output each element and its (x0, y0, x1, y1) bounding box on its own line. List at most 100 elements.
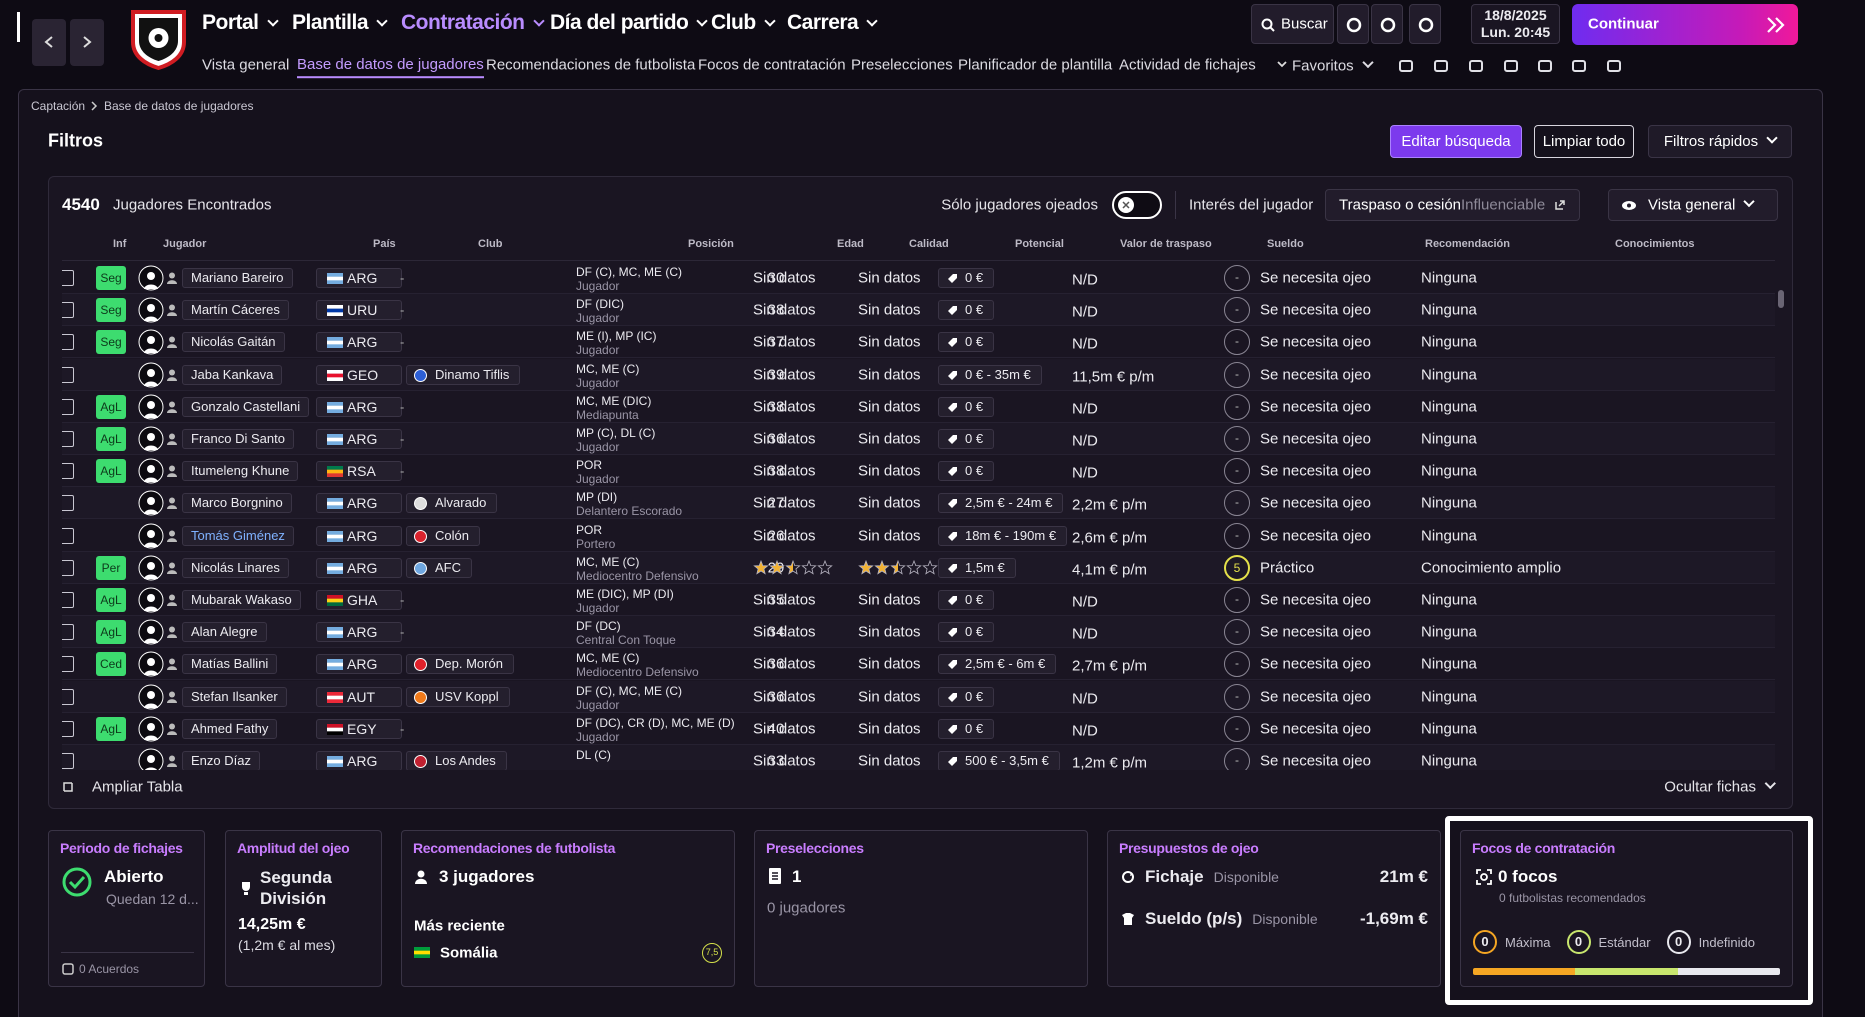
player-row[interactable]: Seg Martín Cáceres URU - DF (DIC) Jugador 38 Si… (62, 294, 1775, 327)
summary-card[interactable]: Periodo de fichajes Abierto Quedan 12 d...… (48, 830, 205, 987)
icon-button[interactable] (1409, 4, 1441, 44)
row-checkbox[interactable] (62, 656, 74, 673)
column-header[interactable]: Inf (113, 238, 127, 250)
player-name[interactable]: Martín Cáceres (182, 300, 289, 321)
sub-menu-item[interactable]: Preselecciones (851, 56, 953, 74)
player-name[interactable]: Mubarak Wakaso (182, 590, 301, 610)
summary-card[interactable]: Amplitud del ojeo Segunda División 14,25m … (225, 830, 382, 987)
column-header[interactable]: Recomendación (1425, 238, 1510, 250)
player-name[interactable]: Itumeleng Khune (182, 461, 299, 482)
club-badge[interactable]: AFC (406, 557, 472, 578)
row-checkbox[interactable] (62, 431, 74, 447)
tool-icon[interactable] (1571, 59, 1587, 73)
column-header[interactable]: Club (478, 238, 503, 250)
main-menu-item[interactable]: Club (711, 11, 774, 35)
interest-select[interactable]: Traspaso o cesión Influenciable (1325, 189, 1580, 221)
summary-card[interactable]: Focos de contratación 0 focos 0 futbolista… (1460, 830, 1793, 987)
tool-icon[interactable] (1433, 59, 1449, 73)
column-header[interactable]: Valor de traspaso (1120, 238, 1212, 250)
player-name[interactable]: Stefan Ilsanker (182, 686, 287, 707)
sub-menu-item[interactable]: Planificador de plantilla (958, 56, 1113, 74)
row-checkbox[interactable] (62, 624, 74, 641)
main-menu-item[interactable]: Portal (202, 11, 277, 35)
forward-button[interactable] (70, 19, 104, 66)
row-checkbox[interactable] (62, 592, 74, 608)
player-row[interactable]: Stefan Ilsanker AUT USV Koppl DF (C), MC, M… (62, 680, 1775, 713)
player-name[interactable]: Mariano Bareiro (182, 268, 293, 288)
row-checkbox[interactable] (62, 495, 74, 512)
main-menu-item[interactable]: Día del partido (550, 11, 706, 35)
player-name[interactable]: Nicolás Linares (182, 557, 289, 578)
expand-table[interactable]: Ampliar Tabla (92, 778, 183, 796)
row-checkbox[interactable] (62, 753, 74, 769)
column-header[interactable]: Sueldo (1267, 238, 1304, 250)
club-badge[interactable]: Dep. Morón (406, 654, 514, 675)
player-name[interactable]: Marco Borgnino (182, 493, 292, 514)
player-name[interactable]: Matías Ballini (182, 654, 278, 675)
column-header[interactable]: País (373, 238, 396, 250)
scouted-toggle[interactable] (1112, 191, 1162, 219)
row-checkbox[interactable] (62, 366, 74, 383)
row-checkbox[interactable] (62, 302, 74, 319)
player-name[interactable]: Enzo Díaz (182, 751, 260, 770)
club-badge[interactable]: Alvarado (406, 493, 498, 514)
favorites-menu[interactable]: Favoritos (1292, 58, 1372, 75)
player-name[interactable]: Nicolás Gaitán (182, 332, 285, 353)
player-name[interactable]: Franco Di Santo (182, 429, 294, 449)
sub-menu-item[interactable]: Vista general (202, 56, 290, 74)
filter-button[interactable]: Filtros rápidos (1648, 125, 1792, 158)
row-checkbox[interactable] (62, 398, 74, 415)
view-select[interactable]: Vista general (1608, 189, 1778, 221)
row-checkbox[interactable] (62, 720, 74, 737)
club-badge[interactable]: Colón (406, 525, 480, 546)
icon-button[interactable] (1337, 4, 1369, 44)
hide-cards[interactable]: Ocultar fichas (1664, 779, 1774, 796)
row-checkbox[interactable] (62, 334, 74, 351)
player-row[interactable]: Tomás Giménez ARG Colón POR Portero 26 Sin dat… (62, 520, 1775, 552)
club-badge[interactable]: Dinamo Tiflis (406, 364, 521, 385)
player-name[interactable]: Jaba Kankava (182, 364, 283, 385)
player-row[interactable]: AgL Gonzalo Castellani ARG - MC, ME (DIC) Med… (62, 391, 1775, 423)
main-menu-item[interactable]: Contratación (401, 11, 543, 35)
filter-button[interactable]: Editar búsqueda (1390, 125, 1522, 158)
summary-card[interactable]: Preselecciones 1 0 jugadores (754, 830, 1088, 987)
column-header[interactable]: Conocimientos (1615, 238, 1695, 250)
summary-card[interactable]: Presupuestos de ojeo Fichaje Disponible 21m… (1107, 830, 1441, 987)
search-button[interactable]: Buscar (1251, 4, 1334, 44)
player-row[interactable]: Marco Borgnino ARG Alvarado MP (DI) Delanter… (62, 487, 1775, 520)
player-row[interactable]: Per Nicolás Linares ARG AFC MC, ME (C) Medioc… (62, 551, 1775, 584)
player-row[interactable]: AgL Ahmed Fathy EGY - DF (DC), CR (D), MC, M… (62, 713, 1775, 745)
player-name[interactable]: Tomás Giménez (182, 525, 294, 546)
player-row[interactable]: AgL Mubarak Wakaso GHA - ME (DIC), MP (DI) Ju… (62, 584, 1775, 616)
column-header[interactable]: Edad (837, 238, 864, 250)
club-badge[interactable]: Los Andes (406, 751, 507, 770)
tool-icon[interactable] (1503, 59, 1519, 73)
icon-button[interactable] (1371, 4, 1403, 44)
sub-menu-item[interactable]: Recomendaciones de futbolista (486, 56, 696, 74)
player-name[interactable]: Ahmed Fathy (182, 718, 278, 739)
sub-menu-item[interactable]: Focos de contratación (698, 56, 846, 74)
tool-icon[interactable] (1537, 59, 1553, 73)
row-checkbox[interactable] (62, 559, 74, 576)
back-button[interactable] (32, 19, 66, 66)
tool-icon[interactable] (1468, 59, 1484, 73)
column-header[interactable]: Jugador (163, 238, 207, 250)
row-checkbox[interactable] (62, 463, 74, 480)
main-menu-item[interactable]: Plantilla (292, 11, 386, 35)
player-row[interactable]: AgL Alan Alegre ARG - DF (DC) Central Con Toq… (62, 616, 1775, 649)
row-checkbox[interactable] (62, 270, 74, 286)
club-badge[interactable]: USV Koppl (406, 686, 510, 707)
tool-icon[interactable] (1398, 59, 1414, 73)
column-header[interactable]: Calidad (909, 238, 949, 250)
player-name[interactable]: Alan Alegre (182, 622, 267, 643)
sub-menu-item[interactable]: Actividad de fichajes (1119, 56, 1256, 74)
player-row[interactable]: AgL Itumeleng Khune RSA - POR Jugador 38 Sin da… (62, 455, 1775, 488)
sub-menu-item[interactable]: Base de datos de jugadores (297, 56, 484, 79)
breadcrumb-item[interactable]: Captación (31, 99, 86, 113)
player-row[interactable]: Seg Nicolás Gaitán ARG - ME (I), MP (IC) Juga… (62, 326, 1775, 359)
player-row[interactable]: Enzo Díaz ARG Los Andes DL (C) 33 Sin datos Si… (62, 745, 1775, 770)
row-checkbox[interactable] (62, 527, 74, 544)
player-row[interactable]: Seg Mariano Bareiro ARG - DF (C), MC, ME (C)… (62, 262, 1775, 294)
player-row[interactable]: Jaba Kankava GEO Dinamo Tiflis MC, ME (C) Ju… (62, 358, 1775, 391)
tool-icon[interactable] (1606, 59, 1622, 73)
